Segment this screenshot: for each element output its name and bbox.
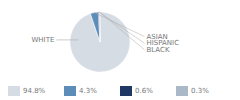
legend-swatch	[8, 86, 20, 96]
leader-line	[56, 39, 78, 40]
slice-label: WHITE	[31, 36, 54, 44]
pie-slice	[99, 12, 101, 42]
legend-label: 0.3%	[191, 87, 209, 95]
legend-swatch	[120, 86, 132, 96]
leader-line	[100, 12, 145, 50]
slice-label: BLACK	[147, 46, 170, 54]
legend-label: 0.6%	[135, 87, 153, 95]
leader-line	[99, 12, 145, 43]
pie-slice	[98, 12, 100, 42]
legend: 94.8% 4.3% 0.6% 0.3%	[8, 86, 209, 96]
chart: WHITEASIANHISPANICBLACK 94.8% 4.3% 0.6% 0.3%	[0, 0, 240, 100]
pie	[70, 12, 130, 72]
pie-slice	[70, 12, 130, 72]
legend-swatch	[64, 86, 76, 96]
leader-line	[94, 13, 144, 37]
legend-label: 4.3%	[79, 87, 97, 95]
labels: WHITEASIANHISPANICBLACK	[31, 12, 179, 54]
legend-label: 94.8%	[23, 87, 46, 95]
legend-swatch	[176, 86, 188, 96]
pie-slice	[90, 12, 100, 42]
